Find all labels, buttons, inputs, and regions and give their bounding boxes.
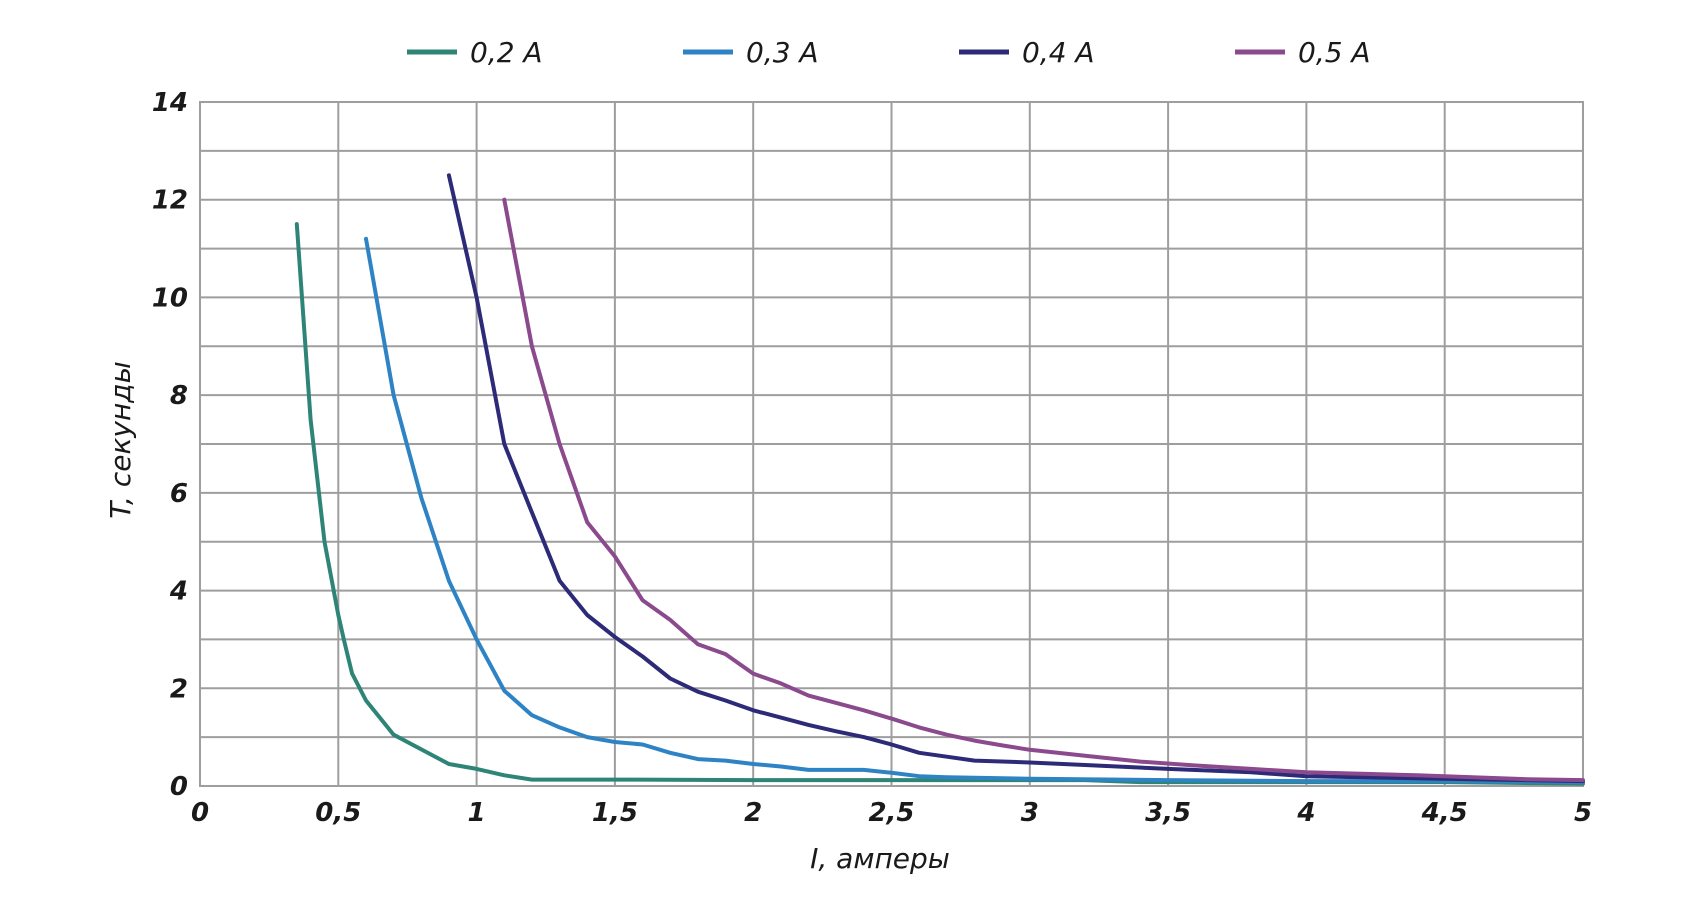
legend-label: 0,5 A <box>1298 36 1371 69</box>
y-tick-label: 2 <box>170 674 188 704</box>
x-tick-label: 4,5 <box>1421 798 1468 828</box>
y-tick-label: 6 <box>170 479 188 509</box>
x-tick-label: 5 <box>1574 798 1592 828</box>
series-line-2 <box>364 236 1585 785</box>
x-tick-label: 3 <box>1021 798 1039 828</box>
x-tick-label: 1,5 <box>592 798 638 828</box>
y-tick-labels: 0 2 4 6 8 10 12 14 <box>152 88 188 802</box>
x-tick-label: 2,5 <box>868 798 914 828</box>
x-tick-label: 2 <box>744 798 762 828</box>
y-tick-label: 10 <box>152 283 188 313</box>
series-layer <box>294 173 1585 786</box>
series-line-3 <box>446 173 1585 784</box>
legend-label: 0,3 A <box>746 36 819 69</box>
x-axis-title: I, амперы <box>810 842 950 875</box>
legend: 0,2 A 0,3 A 0,4 A 0,5 A <box>407 36 1371 69</box>
grid <box>199 101 1584 787</box>
x-tick-labels: 0 0,5 1 1,5 2 2,5 3 3,5 4 4,5 5 <box>191 798 1592 828</box>
x-tick-label: 4 <box>1296 798 1315 828</box>
y-tick-label: 14 <box>152 88 188 118</box>
series-line-1 <box>294 222 1585 786</box>
x-tick-label: 1 <box>468 798 486 828</box>
legend-label: 0,2 A <box>470 36 543 69</box>
plot-frame <box>199 101 1584 787</box>
y-tick-label: 4 <box>169 577 188 607</box>
series-line-4 <box>502 197 1585 783</box>
y-tick-label: 8 <box>170 381 188 411</box>
x-tick-label: 3,5 <box>1145 798 1191 828</box>
x-tick-label: 0,5 <box>315 798 361 828</box>
y-tick-label: 0 <box>170 772 188 802</box>
legend-label: 0,4 A <box>1022 36 1095 69</box>
y-axis-title: T, секунды <box>104 361 137 518</box>
y-tick-label: 12 <box>152 186 188 216</box>
x-tick-label: 0 <box>191 798 209 828</box>
